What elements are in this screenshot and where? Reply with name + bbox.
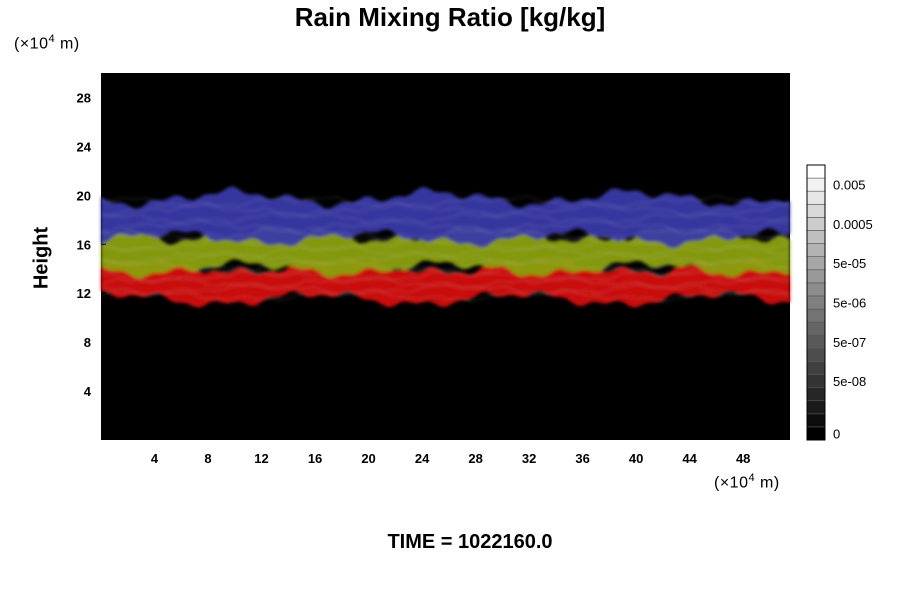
x-tick-label: 32: [522, 451, 536, 466]
rain-layer-streak: [100, 212, 791, 224]
colorbar-label: 5e-08: [833, 374, 866, 389]
y-tick-label: 20: [77, 188, 91, 203]
colorbar-level: [806, 164, 826, 179]
colorbar-level: [806, 282, 826, 297]
rain-layer-streak: [100, 269, 791, 283]
rain-layer-streak: [100, 259, 791, 272]
colorbar-level: [806, 426, 826, 441]
colorbar-label: 0.005: [833, 178, 866, 193]
x-tick-label: 48: [736, 451, 750, 466]
colorbar-level: [806, 190, 826, 205]
colorbar-level: [806, 217, 826, 231]
x-tick-label: 20: [361, 451, 375, 466]
y-tick-label: 28: [77, 90, 91, 105]
y-tick-label: 4: [84, 384, 92, 399]
x-tick-label: 40: [629, 451, 643, 466]
colorbar-level: [806, 230, 826, 244]
colorbar-level: [806, 243, 826, 257]
x-tick-label: 16: [308, 451, 322, 466]
x-unit-exponent: 4: [748, 472, 756, 484]
y-unit-suffix: m): [55, 35, 80, 53]
colorbar-level: [806, 374, 826, 388]
rain-layer-streak: [100, 195, 791, 209]
colorbar-label: 5e-07: [833, 335, 866, 350]
y-tick-label: 16: [77, 237, 91, 252]
rain-layer-streak: [100, 219, 791, 233]
rain-layer-2: [101, 186, 790, 249]
plot-area: [100, 73, 791, 440]
rain-layer-streak: [100, 244, 791, 259]
colorbar-label: 0: [833, 426, 840, 441]
x-axis-unit: (×104 m): [714, 472, 780, 492]
y-tick-label: 24: [77, 139, 92, 154]
x-tick-label: 12: [254, 451, 268, 466]
colorbar-label: 0.0005: [833, 217, 873, 232]
colorbar-level: [806, 348, 826, 362]
colorbar-label: 5e-06: [833, 296, 866, 311]
colorbar-label: 5e-05: [833, 256, 866, 271]
colorbar-level: [806, 177, 826, 192]
y-unit-exponent: 4: [48, 33, 56, 45]
colorbar-level: [806, 334, 826, 349]
x-unit-prefix: (×10: [714, 474, 749, 492]
x-tick-label: 36: [575, 451, 589, 466]
colorbar-level: [806, 361, 826, 375]
chart-title: Rain Mixing Ratio [kg/kg]: [294, 2, 606, 32]
x-tick-label: 8: [204, 451, 211, 466]
colorbar: 0.005 0.0005 5e-05 5e-06 5e-07 5e-08 0: [806, 164, 873, 441]
x-tick-label: 28: [468, 451, 482, 466]
y-tick-label: 8: [84, 335, 91, 350]
colorbar-level: [806, 387, 826, 402]
rain-layers: [100, 186, 791, 308]
colorbar-level: [806, 308, 826, 323]
colorbar-level: [806, 256, 826, 271]
colorbar-level: [806, 321, 826, 336]
colorbar-level: [806, 413, 826, 428]
y-unit-prefix: (×10: [14, 35, 49, 53]
y-axis-unit: (×104 m): [14, 33, 80, 53]
y-tick-label: 12: [77, 286, 91, 301]
x-tick-label: 24: [415, 451, 430, 466]
rain-layer-streak: [100, 289, 791, 303]
time-label: TIME = 1022160.0: [387, 531, 553, 553]
colorbar-level: [806, 269, 826, 284]
rain-layer-streak: [100, 275, 791, 290]
x-unit-suffix: m): [755, 474, 780, 492]
colorbar-level: [806, 203, 826, 218]
colorbar-level: [806, 400, 826, 415]
x-tick-label: 44: [682, 451, 697, 466]
x-tick-label: 4: [151, 451, 159, 466]
colorbar-border: [806, 164, 826, 441]
colorbar-level: [806, 295, 826, 310]
